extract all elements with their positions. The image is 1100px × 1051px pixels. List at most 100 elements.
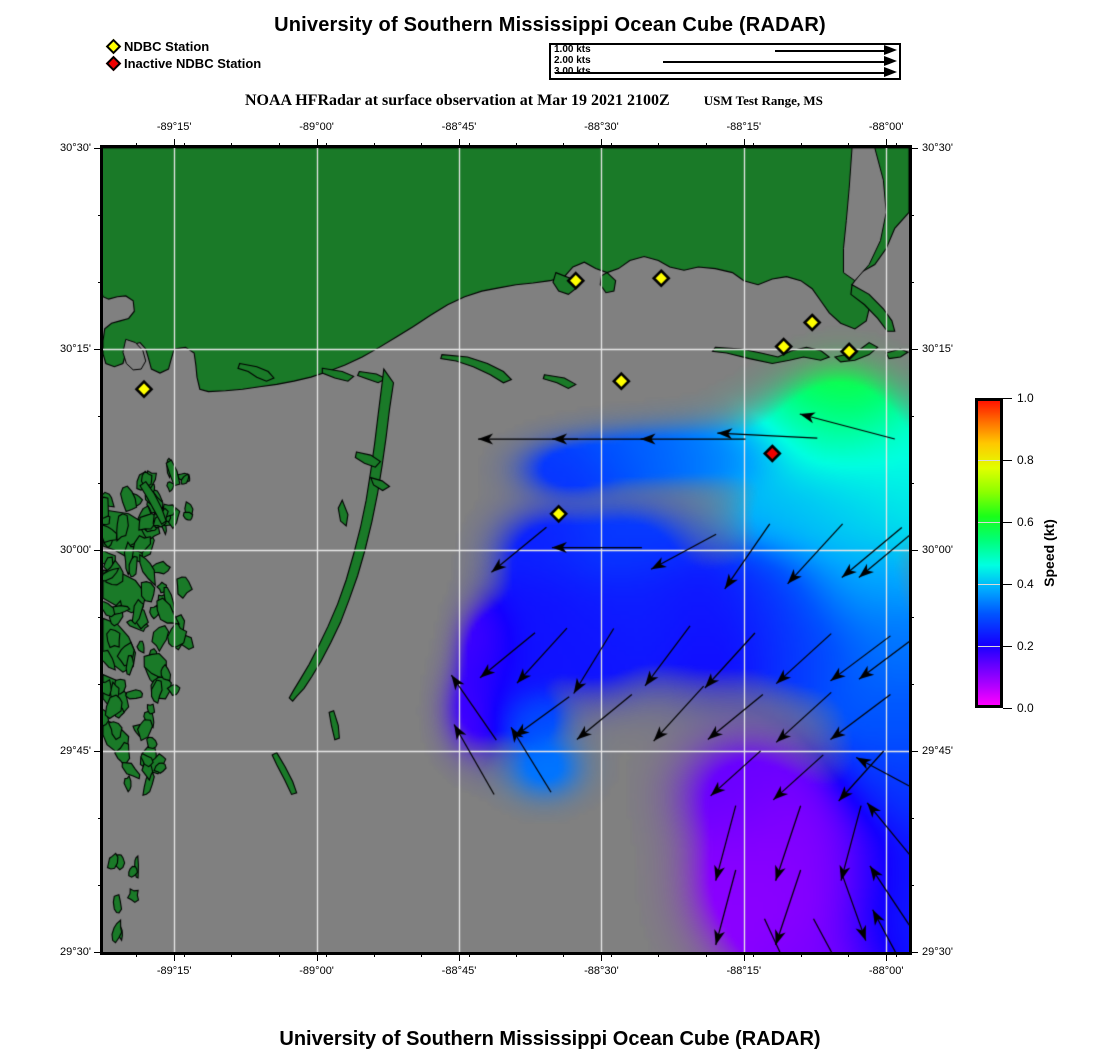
x-axis-label-top: -89°15' xyxy=(156,121,192,133)
y-axis-minor-tick xyxy=(98,818,103,819)
x-axis-label-bottom: -88°00' xyxy=(868,965,904,977)
x-axis-minor-tick xyxy=(563,952,565,957)
y-axis-label-right: 29°30' xyxy=(922,946,953,958)
y-axis-minor-tick xyxy=(909,885,914,886)
station-legend: NDBC Station Inactive NDBC Station xyxy=(105,38,261,71)
x-axis-minor-tick xyxy=(515,143,517,148)
x-axis-minor-tick xyxy=(136,952,138,957)
colorbar-gridline xyxy=(978,522,1000,523)
x-axis-minor-tick xyxy=(753,143,755,148)
y-axis-minor-tick xyxy=(909,282,914,283)
y-axis-minor-tick xyxy=(909,550,914,551)
colorbar-gridline xyxy=(978,460,1000,461)
y-axis-label-right: 30°00' xyxy=(922,544,953,556)
vector-scale-row-2: 2.00 kts xyxy=(551,55,899,67)
x-axis-minor-tick xyxy=(183,952,185,957)
x-axis-minor-tick xyxy=(705,143,707,148)
x-axis-minor-tick xyxy=(753,952,755,957)
x-axis-label-top: -88°00' xyxy=(868,121,904,133)
x-axis-tick xyxy=(459,952,460,961)
y-axis-minor-tick xyxy=(98,416,103,417)
y-axis-minor-tick xyxy=(909,148,914,149)
subtitle-location: USM Test Range, MS xyxy=(703,93,823,108)
vector-scale-shaft xyxy=(775,50,885,52)
y-axis-label-left: 29°30' xyxy=(60,946,91,958)
map-plot-area[interactable] xyxy=(100,145,912,955)
x-axis-label-top: -88°45' xyxy=(441,121,477,133)
x-axis-label-bottom: -89°00' xyxy=(299,965,334,977)
x-axis-minor-tick xyxy=(326,952,328,957)
x-axis-label-top: -88°30' xyxy=(584,121,619,133)
x-axis-minor-tick xyxy=(373,143,375,148)
colorbar-title: Speed (kt) xyxy=(1041,519,1057,587)
y-axis-minor-tick xyxy=(98,215,103,216)
y-axis-minor-tick xyxy=(909,952,914,953)
vector-scale-label: 1.00 kts xyxy=(554,44,591,55)
x-axis-label-bottom: -88°15' xyxy=(726,965,762,977)
x-axis-minor-tick xyxy=(800,952,802,957)
ndbc-station-diamond-icon xyxy=(105,38,122,54)
x-axis-tick xyxy=(743,139,745,148)
vector-scale-arrowhead-icon xyxy=(884,45,897,55)
y-axis-label-left: 30°00' xyxy=(60,544,91,556)
subtitle-text: NOAA HFRadar at surface observation at M… xyxy=(245,92,670,109)
colorbar-tick xyxy=(1003,707,1012,709)
vector-scale-label: 3.00 kts xyxy=(554,66,591,77)
y-axis-minor-tick xyxy=(98,617,103,618)
y-axis-label-right: 30°30' xyxy=(922,142,953,154)
x-axis-minor-tick xyxy=(231,143,233,148)
x-axis-minor-tick xyxy=(848,952,850,957)
colorbar-gradient xyxy=(975,398,1003,708)
y-axis-minor-tick xyxy=(98,550,103,551)
x-axis-tick xyxy=(316,952,318,961)
colorbar-tick-label: 1.0 xyxy=(1017,391,1034,405)
y-axis-label-left: 29°45' xyxy=(60,745,91,757)
y-axis-minor-tick xyxy=(909,751,914,752)
y-axis-label-left: 30°30' xyxy=(60,142,91,154)
x-axis-minor-tick xyxy=(658,143,660,148)
x-axis-minor-tick xyxy=(468,143,470,148)
x-axis-minor-tick xyxy=(563,143,565,148)
x-axis-minor-tick xyxy=(278,143,280,148)
inactive-ndbc-station-diamond-icon xyxy=(105,55,122,71)
colorbar-tick xyxy=(1003,521,1012,523)
x-axis-tick xyxy=(601,139,603,148)
y-axis-minor-tick xyxy=(909,349,914,350)
x-axis-minor-tick xyxy=(800,143,802,148)
colorbar-tick-label: 0.2 xyxy=(1017,639,1034,653)
x-axis-minor-tick xyxy=(373,952,375,957)
y-axis-minor-tick xyxy=(98,483,103,484)
x-axis-minor-tick xyxy=(278,952,280,957)
x-axis-label-bottom: -88°30' xyxy=(584,965,619,977)
y-axis-minor-tick xyxy=(98,751,103,752)
x-axis-minor-tick xyxy=(136,143,138,148)
x-axis-tick xyxy=(459,139,460,148)
x-axis-minor-tick xyxy=(610,143,612,148)
x-axis-minor-tick xyxy=(326,143,328,148)
x-axis-label-bottom: -88°45' xyxy=(441,965,477,977)
vector-scale-shaft xyxy=(663,61,885,63)
legend-label-ndbc-station: NDBC Station xyxy=(124,38,210,54)
vector-scale-arrowhead-icon xyxy=(884,56,897,66)
y-axis-minor-tick xyxy=(909,617,914,618)
x-axis-minor-tick xyxy=(231,952,233,957)
x-axis-minor-tick xyxy=(610,952,612,957)
x-axis-minor-tick xyxy=(421,952,423,957)
y-axis-minor-tick xyxy=(98,349,103,350)
y-axis-label-right: 29°45' xyxy=(922,745,953,757)
y-axis-minor-tick xyxy=(98,952,103,953)
x-axis-tick xyxy=(601,952,603,961)
x-axis-minor-tick xyxy=(183,143,185,148)
x-axis-tick xyxy=(886,139,888,148)
x-axis-label-bottom: -89°15' xyxy=(156,965,192,977)
x-axis-minor-tick xyxy=(895,952,897,957)
colorbar-tick xyxy=(1003,645,1012,647)
colorbar-gridline xyxy=(978,584,1000,585)
x-axis-tick xyxy=(174,139,176,148)
x-axis-minor-tick xyxy=(468,952,470,957)
legend-item-ndbc-station: NDBC Station xyxy=(105,38,261,54)
x-axis-minor-tick xyxy=(658,952,660,957)
y-axis-label-right: 30°15' xyxy=(922,343,953,355)
x-axis-minor-tick xyxy=(848,143,850,148)
